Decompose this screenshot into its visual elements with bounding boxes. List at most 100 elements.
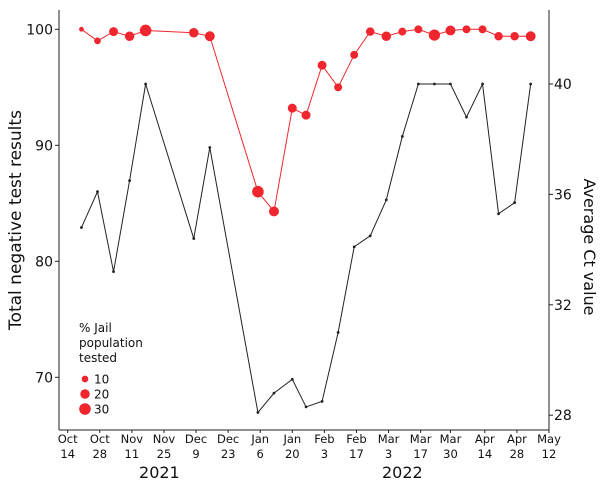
x-tick-day: 12 (542, 447, 557, 461)
x-tick-month: Mar (378, 432, 400, 446)
ct-value-point (465, 115, 468, 119)
negative-results-point (494, 32, 503, 41)
ct-value-point (80, 226, 83, 229)
ct-value-point (416, 82, 420, 86)
x-tick-day: 28 (510, 447, 525, 461)
x-tick-month: Mar (410, 432, 432, 446)
ct-value-point (384, 198, 388, 202)
ct-value-point (128, 179, 131, 183)
y-right-tick-label: 28 (554, 408, 572, 424)
y-axis-right-title: Average Ct value (580, 178, 599, 315)
x-tick-month: Apr (507, 432, 527, 446)
negative-results-point (381, 31, 392, 41)
negative-results-point (365, 27, 375, 36)
legend-entry-label: 30 (94, 403, 109, 417)
x-tick-day: 28 (92, 447, 107, 461)
legend-size-marker (81, 375, 89, 383)
legend-title-line: population (79, 336, 143, 350)
ct-value-point (272, 391, 276, 395)
negative-results-point (445, 25, 456, 36)
x-tick-month: Mar (440, 432, 462, 446)
x-tick-day: 17 (413, 447, 428, 461)
y-right-tick-label: 32 (554, 298, 572, 314)
ct-value-point (144, 82, 148, 86)
ct-value-point (433, 82, 436, 86)
legend-size-marker (79, 403, 91, 415)
y-right-tick-label: 40 (554, 77, 572, 93)
ct-value-point (368, 234, 372, 238)
axes: 70809010028323640Oct14Oct28Nov11Nov25Dec… (26, 10, 572, 482)
x-tick-month: Oct (58, 432, 78, 446)
x-tick-month: Dec (217, 432, 239, 446)
x-tick-month: Apr (475, 432, 495, 446)
ct-value-point (449, 82, 452, 86)
legend-entry-label: 10 (94, 373, 109, 387)
y-axis-left-title: Total negative test results (6, 110, 26, 331)
negative-results-point (317, 60, 327, 70)
x-tick-day: 20 (285, 447, 300, 461)
x-tick-month: Nov (121, 432, 144, 446)
x-tick-day: 9 (192, 447, 199, 461)
legend-size-marker (80, 389, 90, 399)
ct-value-point (96, 190, 99, 194)
ct-value-point (513, 201, 517, 205)
x-tick-day: 6 (257, 447, 264, 461)
negative-results-point (428, 29, 441, 41)
negative-results-point (204, 31, 215, 42)
ct-value-point (400, 135, 404, 138)
x-tick-month: Oct (90, 432, 110, 446)
x-tick-day: 3 (385, 447, 392, 461)
negative-results-point (414, 25, 423, 34)
negative-results-point (301, 110, 311, 120)
negative-results-point (462, 25, 471, 34)
legend-title-line: tested (79, 351, 117, 365)
negative-results-point (510, 32, 519, 41)
negative-results-point (269, 206, 279, 217)
ct-value-point (256, 411, 260, 414)
negative-results-point (525, 31, 536, 42)
negative-results-point (79, 26, 84, 32)
y-left-tick-label: 80 (35, 254, 53, 270)
ct-value-point (336, 331, 340, 334)
negative-results-point (478, 25, 487, 34)
ct-value-point (497, 212, 500, 216)
x-tick-day: 23 (221, 447, 236, 461)
ct-value-line (80, 82, 532, 414)
x-tick-month: May (537, 432, 561, 446)
negative-results-line (81, 28, 531, 213)
y-left-tick-label: 100 (26, 22, 53, 38)
negative-results-point (94, 37, 101, 45)
x-tick-month: Jan (250, 432, 269, 446)
y-left-tick-label: 90 (35, 138, 53, 154)
year-label: 2021 (139, 463, 180, 482)
x-tick-month: Dec (185, 432, 207, 446)
x-tick-day: 11 (125, 447, 140, 461)
negative-results-point (109, 27, 119, 37)
x-tick-month: Nov (153, 432, 176, 446)
x-tick-day: 17 (349, 447, 364, 461)
ct-value-point (320, 400, 324, 403)
x-tick-day: 14 (478, 447, 493, 461)
x-tick-month: Jan (282, 432, 301, 446)
x-tick-day: 14 (60, 447, 75, 461)
negative-results-point (398, 27, 407, 36)
negative-results-point (124, 31, 135, 41)
year-label: 2022 (382, 463, 423, 482)
negative-results-point (139, 24, 152, 37)
ct-value-point (112, 270, 115, 274)
x-tick-day: 30 (443, 447, 458, 461)
legend-entry-label: 20 (94, 388, 109, 402)
legend-title-line: % Jail (79, 321, 112, 335)
x-tick-day: 3 (321, 447, 328, 461)
x-tick-day: 25 (157, 447, 172, 461)
series-marks (79, 24, 536, 414)
negative-results-point (287, 103, 297, 113)
negative-results-point (334, 83, 343, 92)
ct-value-point (208, 146, 212, 149)
ct-value-point (290, 377, 294, 381)
ct-value-point (352, 245, 356, 249)
y-left-tick-label: 70 (35, 370, 53, 386)
ct-value-point (529, 82, 533, 86)
